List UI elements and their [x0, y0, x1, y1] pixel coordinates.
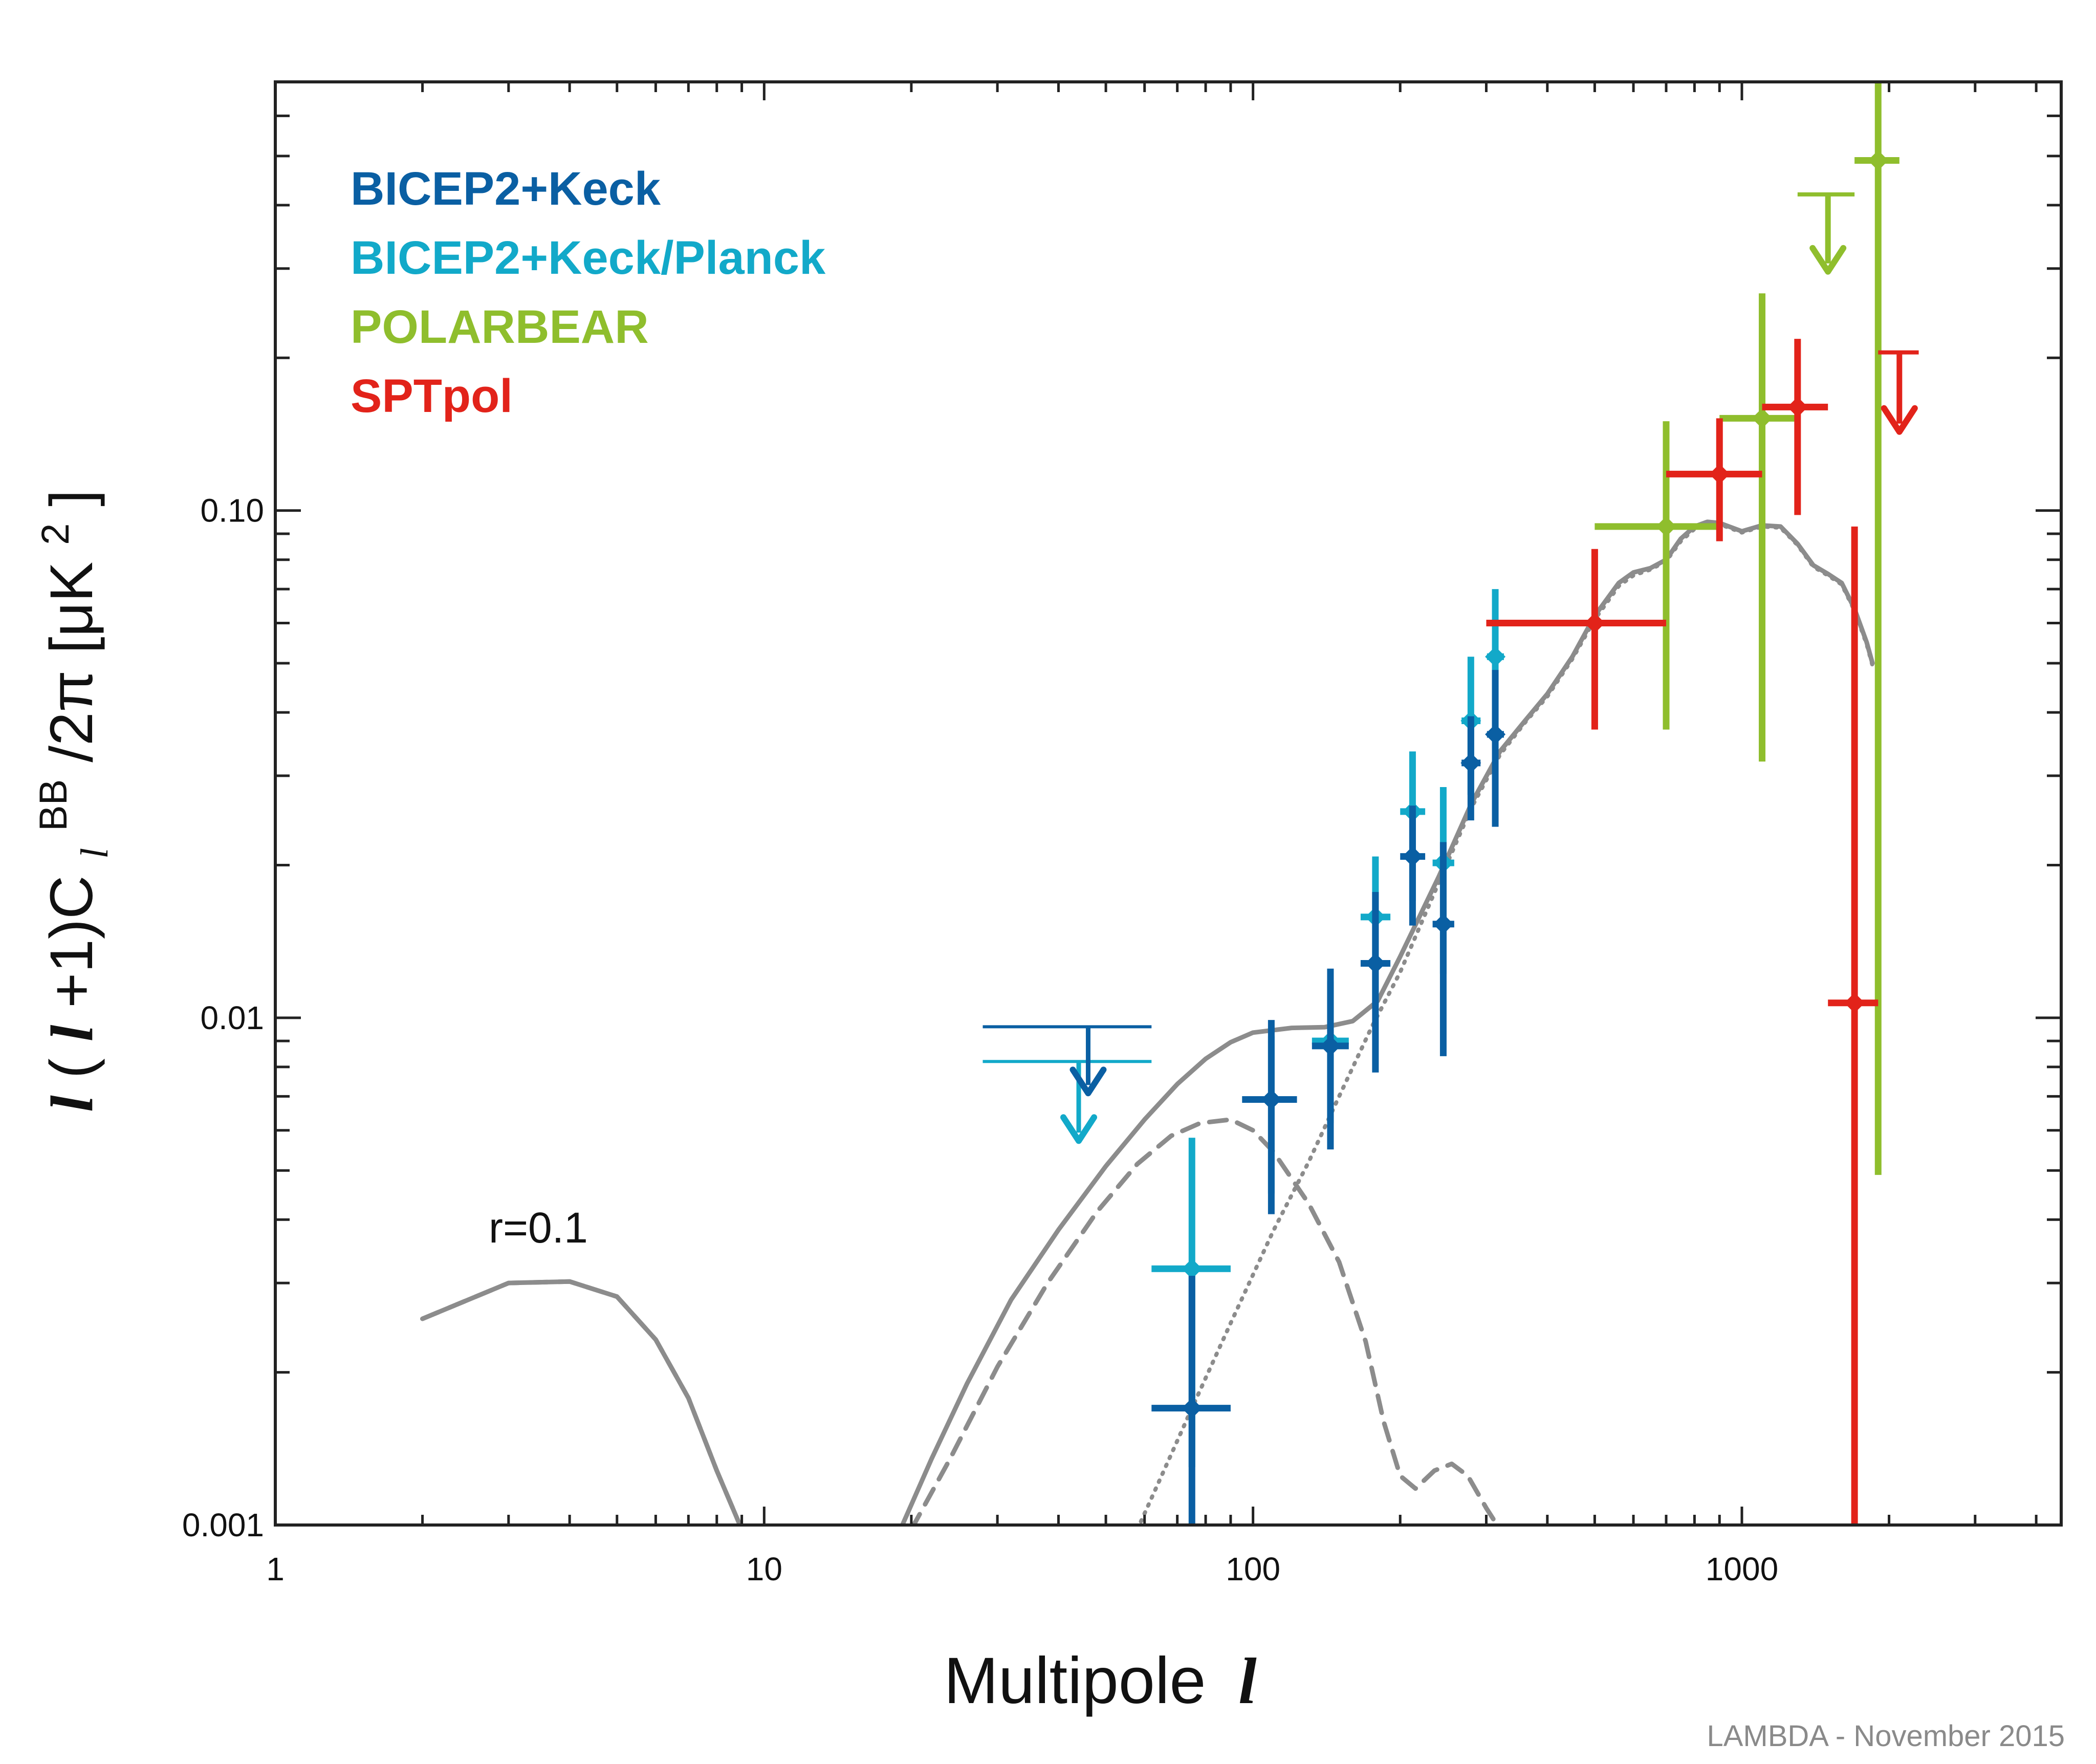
data-point-bicep2-keck	[1261, 1089, 1282, 1110]
data-point-bicep2-keck	[1402, 846, 1423, 867]
upper-limit-arrow-bicep2-keck	[1069, 1066, 1107, 1097]
data-point-bicep2-keck	[1460, 752, 1481, 773]
data-point-bicep2-keck-planck	[1182, 1258, 1203, 1279]
y-axis-title-l1: l	[38, 1095, 105, 1112]
theory-curves	[420, 519, 1875, 1525]
upper-limit-arrow-polarbear	[1809, 245, 1847, 275]
y-axis-title-plus: +1)C	[38, 876, 105, 1008]
data-point-bicep2-keck	[1320, 1035, 1341, 1056]
x-tick-label: 1	[266, 1551, 285, 1587]
data-point-sptpol	[1584, 613, 1605, 634]
data-point-bicep2-keck	[1485, 724, 1506, 745]
y-tick-label: 0.01	[200, 999, 264, 1036]
y-tick-label: 0.10	[200, 492, 264, 529]
legend: BICEP2+Keck BICEP2+Keck/Planck POLARBEAR…	[351, 163, 826, 422]
x-axis-title-text: Multipole	[944, 1644, 1206, 1717]
y-axis-title-sub: l	[73, 848, 116, 859]
y-axis-title-open: (	[38, 1058, 105, 1078]
y-axis-title: l ( l +1)C l BB /2π [μK 2 ]	[12, 490, 121, 1112]
y-axis-title-sq: 2	[34, 524, 77, 545]
data-point-bicep2-keck	[1433, 913, 1454, 934]
theory-curve-tensor-r0-1	[911, 1117, 1500, 1525]
legend-polarbear: POLARBEAR	[351, 301, 649, 353]
y-tick-label: 0.001	[182, 1507, 264, 1543]
legend-sptpol: SPTpol	[351, 370, 513, 422]
legend-bicep2-keck: BICEP2+Keck	[351, 163, 661, 215]
series-bicep2-keck	[982, 670, 1506, 1525]
data-point-bicep2-keck	[1182, 1398, 1203, 1419]
data-point-polarbear	[1868, 150, 1889, 171]
data-point-sptpol	[1709, 464, 1730, 485]
upper-limit-arrow-bicep2-keck-planck	[1060, 1114, 1098, 1144]
data-point-polarbear	[1655, 516, 1676, 537]
data-point-bicep2-keck-planck	[1485, 646, 1506, 667]
plot-frame	[274, 80, 2063, 1527]
x-tick-label: 1000	[1706, 1551, 1778, 1587]
theory-curve-tensor-r0-1	[420, 1279, 743, 1525]
series-sptpol	[1486, 339, 1919, 1525]
y-axis-title-close: ]	[38, 490, 105, 507]
x-tick-label: 10	[746, 1551, 782, 1587]
series-polarbear	[1595, 82, 1900, 1175]
y-axis-title-rest: /2π [μK	[38, 562, 105, 763]
data-point-sptpol	[1787, 397, 1808, 418]
credit-text: LAMBDA - November 2015	[1707, 1719, 2065, 1753]
axis-ticks: 1 10 100 1000 0.001 0.01 0.10	[182, 82, 2061, 1587]
legend-bicep2-keck-planck: BICEP2+Keck/Planck	[351, 232, 826, 284]
data-points	[982, 82, 1919, 1525]
data-point-polarbear	[1752, 408, 1773, 429]
data-point-sptpol	[1844, 992, 1865, 1013]
upper-limit-arrow-sptpol	[1881, 405, 1918, 435]
x-tick-label: 100	[1226, 1551, 1280, 1587]
data-point-bicep2-keck	[1365, 953, 1386, 974]
y-axis-title-l2: l	[38, 1025, 105, 1041]
annotation-r-0-1: r=0.1	[489, 1204, 588, 1252]
x-axis-title: Multipole l	[944, 1644, 1257, 1717]
theory-curve-lensing	[1137, 521, 1875, 1525]
y-axis-title-sup: BB	[32, 779, 75, 831]
x-axis-title-symbol: l	[1238, 1645, 1257, 1717]
